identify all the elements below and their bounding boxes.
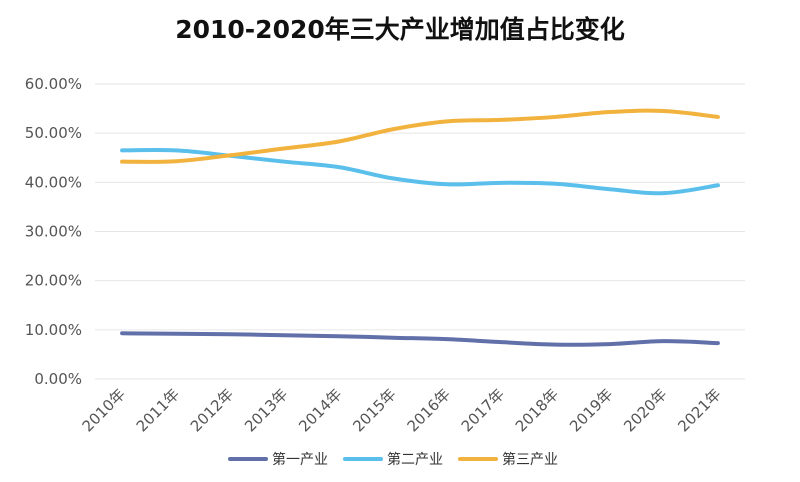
legend-label: 第三产业	[502, 451, 558, 468]
y-tick-label: 10.00%	[25, 321, 82, 339]
legend-label: 第一产业	[272, 451, 328, 468]
y-tick-label: 50.00%	[25, 124, 82, 142]
x-tick-label: 2014年	[295, 385, 345, 435]
legend: 第一产业 第二产业 第三产业	[228, 451, 558, 468]
x-tick-label: 2010年	[79, 385, 129, 435]
x-tick-label: 2013年	[241, 385, 291, 435]
y-axis: 0.00% 10.00% 20.00% 30.00% 40.00% 50.00% 60.00…	[25, 75, 82, 388]
x-tick-label: 2017年	[458, 385, 508, 435]
y-tick-label: 0.00%	[34, 370, 82, 388]
x-tick-label: 2020年	[620, 385, 670, 435]
y-tick-label: 60.00%	[25, 75, 82, 93]
x-tick-label: 2019年	[566, 385, 616, 435]
x-tick-label: 2015年	[349, 385, 399, 435]
y-tick-label: 40.00%	[25, 173, 82, 191]
x-tick-label: 2012年	[187, 385, 237, 435]
series-layer	[120, 108, 720, 347]
legend-label: 第二产业	[387, 451, 443, 468]
x-tick-label: 2018年	[512, 385, 562, 435]
y-tick-label: 30.00%	[25, 223, 82, 241]
series-line-1	[120, 331, 720, 347]
x-tick-label: 2016年	[404, 385, 454, 435]
chart-title: 2010-2020年三大产业增加值占比变化	[175, 15, 625, 44]
x-axis: 2010年 2011年 2012年 2013年 2014年 2015年 2016年 2017年…	[79, 385, 725, 435]
series-line-3	[120, 108, 720, 164]
x-tick-label: 2011年	[133, 385, 183, 435]
x-tick-label: 2021年	[674, 385, 724, 435]
y-tick-label: 20.00%	[25, 272, 82, 290]
